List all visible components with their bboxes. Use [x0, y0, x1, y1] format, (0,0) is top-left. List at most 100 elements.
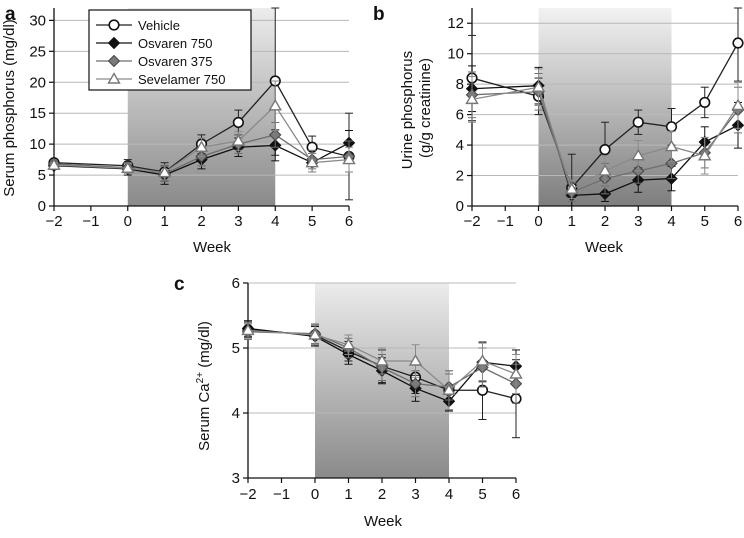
y-tick-label-a: 25	[29, 43, 46, 60]
x-tick-label-a: −1	[82, 213, 99, 230]
y-axis-label-c-prefix: Serum Ca	[196, 383, 213, 451]
legend-marker-3	[107, 72, 121, 84]
x-tick-label-a: 4	[271, 213, 279, 230]
x-tick-label-c: 1	[344, 486, 352, 503]
point-a-3	[47, 158, 61, 170]
x-axis-label-c: Week	[364, 513, 403, 530]
y-tick-label-c: 4	[232, 405, 240, 422]
point-a-3	[157, 165, 172, 178]
x-tick-label-a: 3	[234, 213, 242, 230]
y-tick-label-a: 30	[29, 12, 46, 29]
point-b-3	[698, 148, 712, 161]
x-tick-label-c: 6	[512, 486, 520, 503]
y-axis-label-b: Urine phosphorus (g/g creatinine)	[399, 47, 434, 170]
series-c	[241, 320, 523, 439]
axes-c: 3 4 5 6 −2 −1 0 1 2 3 4 5 6	[232, 275, 521, 503]
point-c-3	[475, 354, 490, 366]
y-tick-label-b: 10	[447, 46, 464, 63]
series-line-b-3	[471, 86, 739, 191]
series-b	[465, 7, 744, 207]
x-tick-label-c: −2	[239, 486, 256, 503]
series-line-b-0	[471, 42, 739, 189]
legend-marker-2	[107, 54, 121, 68]
x-tick-label-c: 2	[378, 486, 386, 503]
legend-label-3: Sevelamer 750	[138, 72, 225, 87]
series-line-a-1	[53, 142, 350, 176]
x-tick-label-c: 0	[311, 486, 319, 503]
y-tick-label-a: 15	[29, 105, 46, 122]
y-tick-label-b: 6	[456, 107, 464, 124]
y-tick-label-b: 8	[456, 76, 464, 93]
point-b-3	[731, 98, 744, 111]
y-axis-label-a: Serum phosphorus (mg/dl)	[1, 19, 18, 197]
point-c-3	[442, 383, 456, 395]
series-a	[47, 7, 356, 201]
x-tick-label-a: 5	[308, 213, 316, 230]
point-b-3	[565, 182, 579, 194]
legend-marker-0	[108, 19, 120, 31]
x-tick-label-b: 5	[701, 213, 709, 230]
series-a-3	[47, 80, 356, 181]
series-line-c-3	[247, 329, 517, 392]
y-tick-label-b: 2	[456, 168, 464, 185]
point-b-3	[664, 139, 679, 152]
x-axis-label-b: Week	[585, 239, 624, 256]
x-tick-label-a: 0	[124, 213, 132, 230]
x-tick-label-b: 2	[601, 213, 609, 230]
y-tick-label-a: 5	[38, 167, 46, 184]
x-tick-label-b: −2	[463, 213, 480, 230]
x-tick-label-b: 3	[634, 213, 642, 230]
x-tick-label-a: −2	[45, 213, 62, 230]
axes-a: 0 5 10 15 20 25 30 −2 −1 0 1 2 3 4 5 6	[29, 8, 353, 230]
point-a-2	[269, 128, 282, 142]
panel-label-a: a	[5, 4, 16, 25]
point-a-3	[121, 161, 135, 173]
series-line-a-3	[53, 104, 350, 174]
y-tick-label-a: 10	[29, 136, 46, 153]
x-tick-label-a: 1	[160, 213, 168, 230]
x-tick-label-a: 2	[197, 213, 205, 230]
point-a-3	[231, 134, 246, 146]
y-tick-label-b: 12	[447, 15, 464, 32]
legend-label-0: Vehicle	[138, 18, 180, 33]
y-tick-label-b: 0	[456, 198, 464, 215]
x-tick-label-c: 5	[478, 486, 486, 503]
point-b-3	[465, 92, 479, 105]
point-c-3	[341, 337, 356, 350]
point-c-2	[409, 377, 422, 390]
point-b-3	[531, 80, 546, 92]
y-tick-label-a: 20	[29, 74, 46, 91]
series-b-3	[465, 68, 744, 199]
x-tick-label-b: 1	[568, 213, 576, 230]
panel-label-c: c	[174, 274, 185, 295]
point-b-0	[599, 144, 611, 156]
y-axis-label-c-suffix: (mg/dl)	[196, 321, 213, 372]
point-c-3	[308, 328, 322, 340]
point-a-0	[232, 116, 244, 129]
point-c-3	[241, 323, 255, 336]
point-b-0	[699, 96, 711, 109]
y-tick-label-c: 6	[232, 275, 240, 292]
point-c-3	[375, 354, 389, 366]
point-b-0	[632, 116, 644, 128]
y-axis-label-b-line: Urine phosphorus	[399, 51, 416, 169]
y-tick-label-a: 0	[38, 198, 46, 215]
y-axis-label-c: Serum Ca2+ (mg/dl)	[195, 321, 213, 451]
x-axis-label-a: Week	[193, 239, 232, 256]
legend-label-2: Osvaren 375	[138, 54, 212, 69]
panel-c: 3 4 5 6 −2 −1 0 1 2 3 4 5 6 c Serum Ca2+ (mg/dl) Wee…	[174, 274, 523, 530]
y-axis-label-b-line2: (g/g creatinine)	[417, 58, 434, 158]
point-b-3	[631, 148, 645, 161]
point-a-3	[194, 140, 209, 152]
x-tick-label-a: 6	[345, 213, 353, 230]
x-tick-label-b: −1	[497, 213, 514, 230]
y-tick-label-c: 5	[232, 340, 240, 357]
legend-label-1: Osvaren 750	[138, 36, 212, 51]
x-tick-label-c: 4	[445, 486, 453, 503]
point-a-3	[342, 152, 356, 165]
series-c-3	[241, 322, 523, 411]
